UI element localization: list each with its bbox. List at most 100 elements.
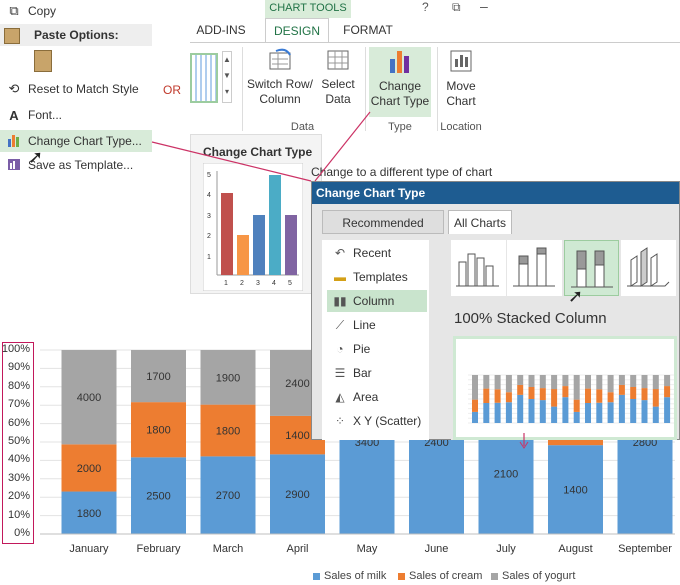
- chart-type-bar[interactable]: ☰ Bar: [327, 362, 427, 384]
- recent-icon: ↶: [334, 246, 346, 260]
- legend-item: Sales of cream: [398, 570, 482, 582]
- preview-bar-segment: [551, 375, 558, 390]
- move-chart-button[interactable]: Move Chart: [442, 47, 480, 117]
- x-tick-label: March: [212, 543, 244, 555]
- tooltip-bar: [285, 215, 297, 275]
- preview-bar-segment: [573, 399, 580, 412]
- area-chart-icon: ◭: [335, 390, 345, 404]
- chart-tools-tab: CHART TOOLS: [265, 0, 351, 18]
- help-icon[interactable]: ?: [422, 0, 429, 14]
- bar-segment[interactable]: [270, 454, 325, 534]
- menu-item-label: Copy: [28, 4, 57, 18]
- change-chart-type-icon: [390, 51, 409, 73]
- change-chart-type-button[interactable]: Change Chart Type: [369, 47, 431, 117]
- change-chart-type-dialog: Change Chart Type Recommended Charts All…: [311, 181, 680, 440]
- preview-bar-segment: [562, 375, 569, 387]
- preview-bar-segment: [641, 388, 648, 401]
- bar-segment[interactable]: [200, 350, 256, 405]
- chart-type-scatter[interactable]: ⁘ X Y (Scatter): [327, 410, 427, 432]
- subtype-3d-column[interactable]: [621, 240, 676, 296]
- tooltip-category: 2: [240, 280, 244, 287]
- tooltip-axis-label: 4: [207, 192, 211, 199]
- column-chart-icon: ▮▮: [333, 294, 347, 308]
- tab-recommended-charts[interactable]: Recommended Charts: [322, 210, 444, 254]
- preview-bar-segment: [472, 399, 478, 412]
- data-label: 1800: [77, 508, 101, 520]
- bar-segment[interactable]: [200, 404, 256, 457]
- paste-options-header: Paste Options:: [0, 24, 152, 46]
- gallery-scroll[interactable]: ▲ ▼ ▾: [222, 51, 232, 103]
- save-template-icon: [0, 157, 28, 174]
- preview-bar-segment: [607, 402, 614, 423]
- menu-item-save-template[interactable]: Save as Template...: [0, 154, 152, 176]
- x-tick-label: July: [496, 543, 516, 555]
- chart-type-pie[interactable]: ◔ Pie: [327, 338, 427, 360]
- chart-styles-gallery[interactable]: [190, 53, 218, 103]
- menu-item-change-chart-type[interactable]: Change Chart Type...: [0, 130, 152, 152]
- tab-format[interactable]: FORMAT: [343, 23, 393, 37]
- tooltip-title: Change Chart Type: [203, 145, 313, 159]
- bar-segment[interactable]: [61, 491, 117, 534]
- menu-item-font[interactable]: A Font...: [0, 104, 152, 126]
- bar-segment[interactable]: [131, 350, 186, 403]
- bar-segment[interactable]: [548, 445, 603, 534]
- preview-bar-segment: [494, 375, 501, 390]
- chart-type-area[interactable]: ◭ Area: [327, 386, 427, 408]
- chart-type-line[interactable]: ⟋ Line: [327, 314, 427, 336]
- menu-item-reset-style[interactable]: ⟲ Reset to Match Style: [0, 78, 152, 100]
- chart-preview-plot: [468, 374, 674, 424]
- x-tick-label: June: [424, 543, 449, 555]
- y-tick-label: 30%: [7, 471, 30, 484]
- bar-segment[interactable]: [61, 444, 117, 492]
- subtype-stacked-column[interactable]: [507, 240, 562, 296]
- preview-bar-segment: [641, 375, 648, 389]
- restore-icon[interactable]: ⧉: [452, 0, 461, 14]
- paste-header-icon: [4, 28, 20, 44]
- select-data-button[interactable]: Select Data: [317, 47, 359, 117]
- preview-bar-segment: [483, 375, 490, 389]
- preview-bar-segment: [596, 389, 603, 403]
- tooltip-category: 1: [224, 280, 228, 287]
- bar-chart-icon: ☰: [334, 366, 346, 380]
- tooltip-category: 4: [272, 280, 276, 287]
- bar-segment[interactable]: [61, 350, 117, 445]
- chart-type-column[interactable]: ▮▮ Column: [327, 290, 427, 312]
- switch-row-column-button[interactable]: Switch Row/ Column: [245, 47, 315, 117]
- preview-bar-segment: [664, 397, 671, 423]
- chart-preview: [453, 336, 677, 440]
- subtype-clustered-column[interactable]: [451, 240, 506, 296]
- data-label: 1700: [146, 371, 170, 383]
- data-label: 2500: [146, 491, 170, 503]
- y-tick-label: 50%: [7, 435, 30, 447]
- legend-label: Sales of cream: [409, 570, 483, 582]
- change-chart-type-icon: [0, 133, 28, 150]
- legend-label: Sales of yogurt: [502, 570, 576, 582]
- legend-label: Sales of milk: [324, 570, 387, 582]
- preview-bar-segment: [483, 388, 490, 403]
- bar-segment[interactable]: [131, 402, 186, 458]
- tooltip-axis-label: 3: [207, 213, 211, 220]
- tab-add-ins[interactable]: ADD-INS: [196, 23, 246, 37]
- bar-segment[interactable]: [131, 457, 186, 534]
- subtype-100-stacked-column[interactable]: [564, 240, 619, 296]
- tooltip-bar: [253, 215, 265, 275]
- tab-design[interactable]: DESIGN: [265, 18, 329, 42]
- preview-bar-segment: [652, 389, 659, 407]
- data-label: 1800: [146, 425, 170, 437]
- preview-bar-segment: [585, 403, 591, 423]
- switch-row-column-icon: [269, 48, 291, 70]
- pie-chart-icon: ◔: [336, 342, 344, 356]
- tab-all-charts[interactable]: All Charts: [448, 210, 512, 234]
- menu-item-copy[interactable]: ⧉ Copy: [0, 0, 152, 22]
- data-label: 2100: [494, 469, 518, 481]
- x-tick-label: January: [69, 543, 109, 555]
- preview-bar-segment: [551, 406, 558, 423]
- x-tick-label: April: [286, 543, 309, 555]
- paste-icon[interactable]: [34, 50, 52, 72]
- preview-bar-segment: [539, 400, 546, 423]
- bar-segment[interactable]: [200, 456, 256, 534]
- chart-type-recent[interactable]: ↶ Recent: [327, 242, 427, 264]
- minimize-icon[interactable]: –: [480, 0, 488, 14]
- chart-type-templates[interactable]: ▬ Templates: [327, 266, 427, 288]
- preview-bar-segment: [618, 375, 625, 385]
